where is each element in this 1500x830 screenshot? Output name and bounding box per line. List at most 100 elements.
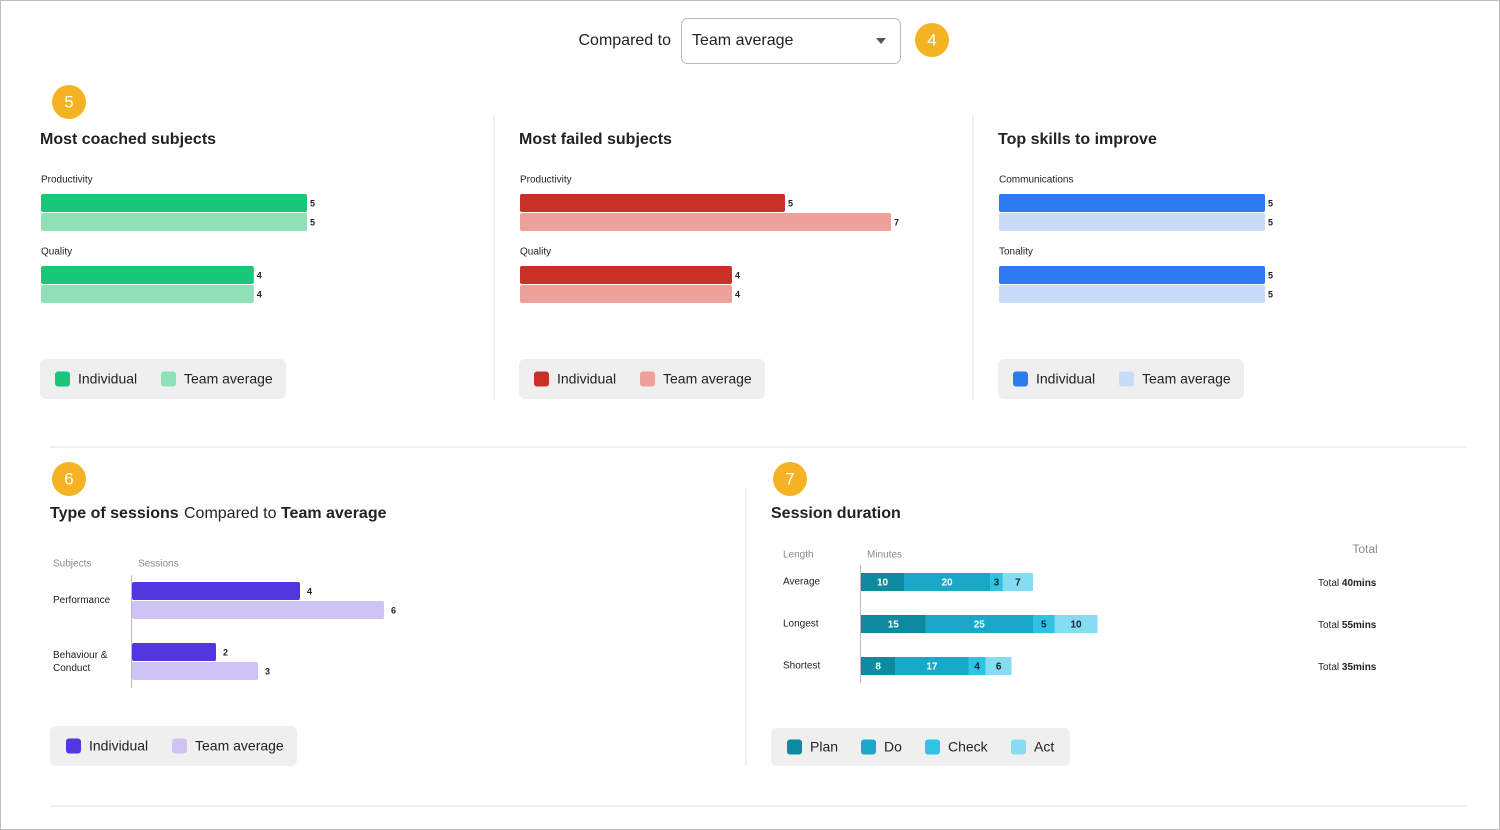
segment-label: 20 [941,578,953,589]
total-value: 35mins [1342,662,1377,673]
bar [41,194,307,212]
segment-label: 10 [1070,620,1082,631]
legend-swatch [1119,371,1134,387]
bar-segment [895,657,969,675]
total-prefix: Total [1318,662,1339,673]
legend-swatch [66,738,81,754]
category-label: Productivity [41,175,93,186]
category-label: Productivity [520,175,572,186]
legend-swatch [787,739,802,755]
category-label: Performance [53,595,111,606]
category-label: Quality [520,247,551,258]
bar [132,643,216,661]
legend-label: Plan [810,739,838,755]
bar [520,266,732,284]
select-value[interactable]: Team average [692,32,793,49]
total-prefix: Total [1318,578,1339,589]
value-label: 4 [735,270,740,280]
select-caret[interactable] [876,38,886,44]
chart-title: Session duration [771,505,901,522]
segment-label: 15 [888,620,900,631]
segment-label: 17 [926,662,938,673]
row-total: Total 35mins [1318,662,1377,673]
bar [132,582,300,600]
legend-label: Do [884,739,902,755]
legend-label: Check [948,739,989,755]
value-label: 4 [307,586,312,596]
row-total: Total 55mins [1318,620,1377,631]
bar-segment [861,657,896,675]
category-label: Quality [41,247,72,258]
step-badge [915,23,949,57]
value-label: 5 [788,198,793,208]
chart-title: Most coached subjects [40,131,216,148]
segment-label: 10 [877,578,889,589]
total-value: 40mins [1342,578,1377,589]
segment-label: 25 [974,620,986,631]
chart-subtitle: Compared to Team average [184,505,387,522]
bar [520,194,785,212]
subtitle-prefix: Compared to [184,505,277,522]
bar-segment [1054,615,1098,633]
legend-label: Team average [1142,371,1231,387]
category-label: Behaviour & Conduct [53,649,108,674]
legend-swatch [1013,371,1028,387]
row-total: Total 40mins [1318,578,1377,589]
legend-label: Individual [78,371,137,387]
column-header: Minutes [867,550,902,561]
chart-title: Type of sessions [50,505,179,522]
category-label: Longest [783,619,819,630]
bar [520,213,891,231]
step-badge [52,462,86,496]
bar [999,266,1265,284]
chart-title: Most failed subjects [519,131,672,148]
bar-segment [861,615,926,633]
value-label: 5 [310,198,315,208]
bar [999,194,1265,212]
step-badge-number: 7 [785,469,794,488]
legend-label: Team average [195,738,284,754]
legend-label: Team average [184,371,273,387]
value-label: 5 [1268,289,1273,299]
value-label: 7 [894,217,899,227]
bar [999,285,1265,303]
bar [132,601,384,619]
value-label: 6 [391,605,396,615]
bar-segment [904,573,990,591]
value-label: 5 [1268,270,1273,280]
bar-segment [990,573,1003,591]
bar-segment [1033,615,1055,633]
compare-select[interactable]: Team average [681,18,901,64]
legend-swatch [640,371,655,387]
category-label: Shortest [783,661,820,672]
bar [999,213,1265,231]
column-header: Sessions [138,559,179,570]
value-label: 4 [257,270,262,280]
select-box[interactable] [681,18,901,64]
bar-segment [925,615,1033,633]
segment-label: 3 [994,578,1000,589]
category-cell: Performance [53,595,111,606]
legend-swatch [534,371,549,387]
segment-label: 7 [1015,578,1021,589]
legend [771,728,1070,766]
bar [520,285,732,303]
legend-label: Act [1034,739,1054,755]
total-value: 55mins [1342,620,1377,631]
segment-label: 4 [974,662,980,673]
category-label: Tonality [999,247,1033,258]
step-badge-number: 6 [64,469,73,488]
legend-swatch [861,739,876,755]
column-header: Subjects [53,559,91,570]
legend-swatch [925,739,940,755]
legend-swatch [55,371,70,387]
segment-label: 8 [875,662,881,673]
bar-segment [968,657,986,675]
category-cell: Behaviour & Conduct [53,649,108,674]
step-badge-number: 4 [927,30,936,49]
legend-label: Individual [89,738,148,754]
segment-label: 6 [996,662,1002,673]
